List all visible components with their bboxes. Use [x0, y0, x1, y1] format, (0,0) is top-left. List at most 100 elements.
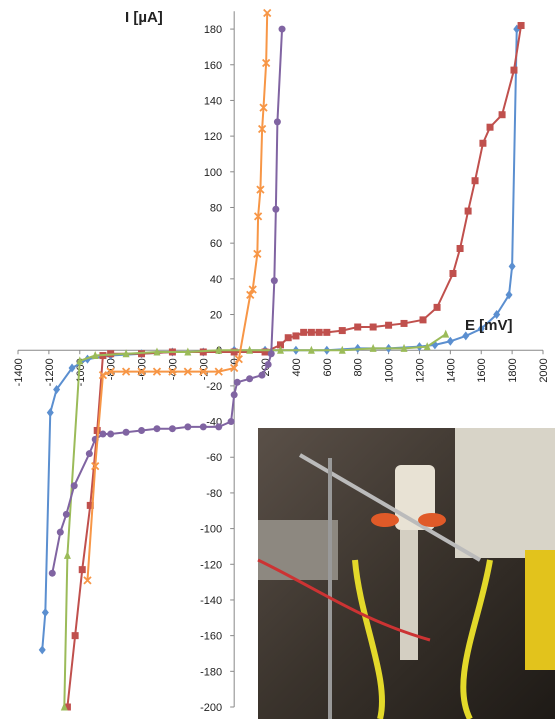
y-tick-label: -20	[206, 381, 222, 393]
x-tick-label: 2000	[538, 358, 550, 382]
data-point	[246, 345, 254, 354]
data-point	[230, 363, 239, 373]
y-tick-label: 20	[210, 310, 222, 322]
data-point	[510, 66, 518, 74]
x-tick-label: 1600	[476, 358, 488, 382]
data-point	[78, 566, 86, 574]
data-point	[246, 290, 255, 300]
data-point	[68, 363, 76, 373]
data-point	[456, 245, 464, 253]
data-point	[369, 323, 377, 331]
x-tick-label: 1200	[414, 358, 426, 382]
y-tick-label: -80	[206, 488, 222, 500]
x-tick-label: 1800	[507, 358, 519, 382]
data-point	[168, 367, 177, 376]
data-point	[508, 261, 516, 271]
data-point	[419, 316, 427, 324]
data-point	[433, 303, 441, 311]
data-point	[277, 341, 284, 349]
y-tick-label: 120	[204, 131, 222, 143]
data-point	[46, 408, 54, 418]
y-tick-label: -60	[206, 452, 222, 464]
y-tick-label: -100	[200, 524, 222, 536]
x-tick-label: 0	[229, 358, 241, 364]
data-point	[70, 482, 78, 490]
data-point	[354, 323, 362, 331]
data-point	[471, 177, 479, 185]
data-point	[168, 425, 176, 433]
data-point	[183, 367, 192, 376]
plot-area: -200-180-160-140-120-100-80-60-40-200204…	[13, 8, 550, 714]
x-tick-label: 1400	[445, 358, 457, 382]
data-point	[153, 425, 161, 433]
series-line	[63, 333, 447, 708]
data-point	[152, 367, 162, 376]
data-point	[261, 348, 269, 356]
data-point	[449, 269, 457, 277]
data-point	[272, 205, 280, 213]
data-point	[153, 347, 161, 356]
data-point	[86, 501, 94, 509]
data-point	[137, 367, 146, 376]
y-tick-label: 60	[210, 238, 222, 250]
data-point	[400, 319, 408, 327]
data-point	[277, 345, 284, 354]
data-point	[63, 550, 71, 559]
x-tick-label: -1200	[44, 358, 56, 386]
data-point	[486, 123, 494, 131]
photo-clamp	[371, 513, 399, 527]
data-point	[85, 450, 93, 458]
photo	[257, 428, 555, 719]
data-point	[307, 328, 315, 336]
data-point	[273, 118, 281, 126]
data-point	[369, 343, 377, 352]
data-point	[400, 343, 408, 352]
data-point	[106, 367, 115, 376]
data-point	[385, 321, 393, 329]
data-point	[446, 336, 454, 346]
data-point	[477, 324, 485, 334]
data-point	[270, 277, 278, 285]
data-point	[121, 367, 131, 376]
data-point	[423, 342, 431, 351]
y-axis-title: I [µA]	[125, 9, 163, 26]
data-point	[41, 607, 49, 617]
data-point	[62, 510, 70, 518]
data-point	[199, 423, 207, 431]
data-point	[48, 569, 56, 577]
data-point	[292, 332, 300, 340]
data-point	[215, 423, 223, 431]
photo-box	[455, 428, 555, 558]
photo-cell	[395, 465, 435, 530]
data-point	[253, 249, 262, 259]
data-point	[259, 103, 268, 112]
data-point	[63, 703, 71, 711]
data-point	[479, 139, 487, 147]
data-point	[264, 360, 272, 368]
data-point	[253, 212, 263, 221]
data-point	[493, 310, 501, 320]
data-point	[442, 329, 450, 338]
y-tick-label: 140	[204, 95, 222, 107]
data-point	[300, 328, 308, 336]
y-tick-label: -180	[200, 666, 222, 678]
x-tick-label: 400	[291, 358, 303, 376]
photo-electrode	[400, 530, 418, 660]
y-tick-label: 100	[204, 167, 222, 179]
data-point	[60, 702, 68, 711]
data-point	[233, 378, 241, 386]
photo-wire	[352, 559, 386, 719]
x-tick-label: -1400	[13, 358, 25, 386]
data-point	[53, 384, 61, 394]
data-point	[278, 25, 286, 33]
series-line	[51, 29, 284, 574]
data-point	[99, 430, 107, 438]
photo-wall	[258, 520, 338, 580]
x-axis-title: E [mV]	[465, 317, 513, 334]
data-point	[214, 367, 223, 376]
data-point	[315, 328, 323, 336]
y-tick-label: 160	[204, 60, 222, 72]
x-tick-label: 800	[353, 358, 365, 376]
